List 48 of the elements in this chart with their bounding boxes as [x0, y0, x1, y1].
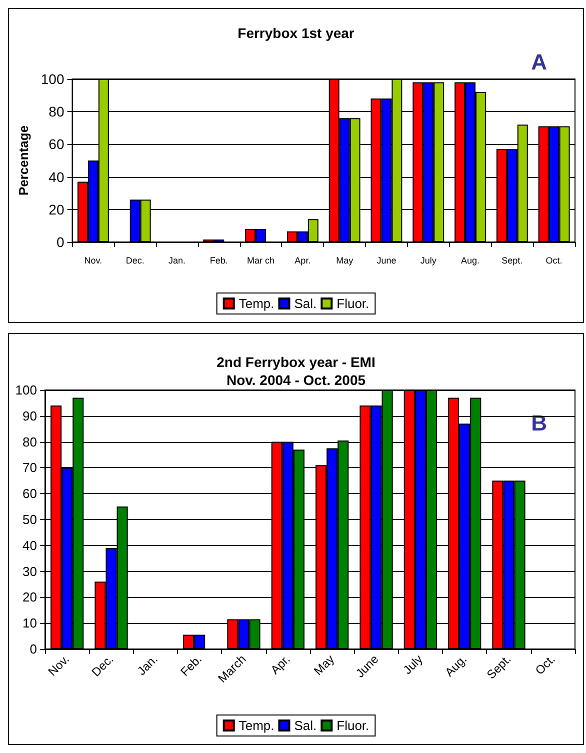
- x-tick-label: July: [420, 256, 437, 266]
- y-axis-title: Percentage: [16, 125, 31, 196]
- legend-label: Temp.: [238, 296, 274, 311]
- x-tick-label: Apr.: [294, 256, 311, 266]
- x-tick-label: Jan.: [134, 652, 160, 678]
- y-tick-label: 60: [22, 486, 37, 502]
- x-tick-label: Sept.: [502, 256, 523, 266]
- x-tick-label: Dec.: [126, 256, 144, 266]
- x-tick-label: Oct.: [532, 652, 558, 678]
- legend-label: Fluor.: [336, 296, 370, 311]
- x-tick-label: Feb.: [178, 652, 205, 679]
- y-tick-label: 60: [48, 136, 64, 152]
- y-tick-label: 80: [48, 104, 64, 120]
- x-tick-label: Mar ch: [247, 256, 275, 266]
- y-tick-label: 100: [15, 382, 37, 398]
- x-tick-label: Feb.: [210, 256, 228, 266]
- x-tick-label: July: [400, 652, 426, 678]
- x-tick-label: May: [336, 256, 354, 266]
- y-tick-label: 100: [40, 71, 64, 87]
- legend-label: Sal.: [294, 296, 317, 311]
- x-tick-label: June: [376, 256, 396, 266]
- y-tick-label: 80: [22, 434, 37, 450]
- y-tick-label: 70: [22, 460, 37, 476]
- y-tick-label: 0: [30, 642, 37, 656]
- y-tick-label: 10: [22, 616, 37, 631]
- chart-title: Ferrybox 1st year: [238, 25, 355, 41]
- x-tick-label: Jan.: [168, 256, 186, 266]
- chart-title: 2nd Ferrybox year - EMI Nov. 2004 - Oct. 2005: [216, 354, 376, 388]
- y-tick-label: 0: [56, 234, 64, 250]
- y-tick-label: 40: [22, 538, 37, 553]
- x-tick-label: Oct.: [546, 256, 562, 266]
- x-tick-label: May: [311, 652, 338, 678]
- x-tick-label: Apr.: [268, 652, 293, 678]
- y-tick-label: 30: [22, 564, 37, 579]
- x-tick-label: Dec.: [88, 652, 116, 680]
- y-tick-label: 90: [22, 408, 37, 424]
- y-tick-label: 20: [48, 201, 64, 218]
- x-tick-label: Aug.: [461, 256, 480, 266]
- text: A: [531, 50, 548, 74]
- legend-label: Fluor.: [336, 718, 370, 733]
- x-tick-label: Nov.: [84, 256, 102, 266]
- x-tick-label: Aug.: [442, 652, 470, 680]
- y-tick-label: 40: [48, 168, 64, 185]
- legend-label: Sal.: [294, 718, 317, 733]
- legend-label: Temp.: [238, 718, 274, 733]
- y-tick-label: 20: [22, 590, 37, 605]
- y-tick-label: 50: [22, 512, 37, 527]
- x-tick-label: Nov.: [45, 652, 72, 679]
